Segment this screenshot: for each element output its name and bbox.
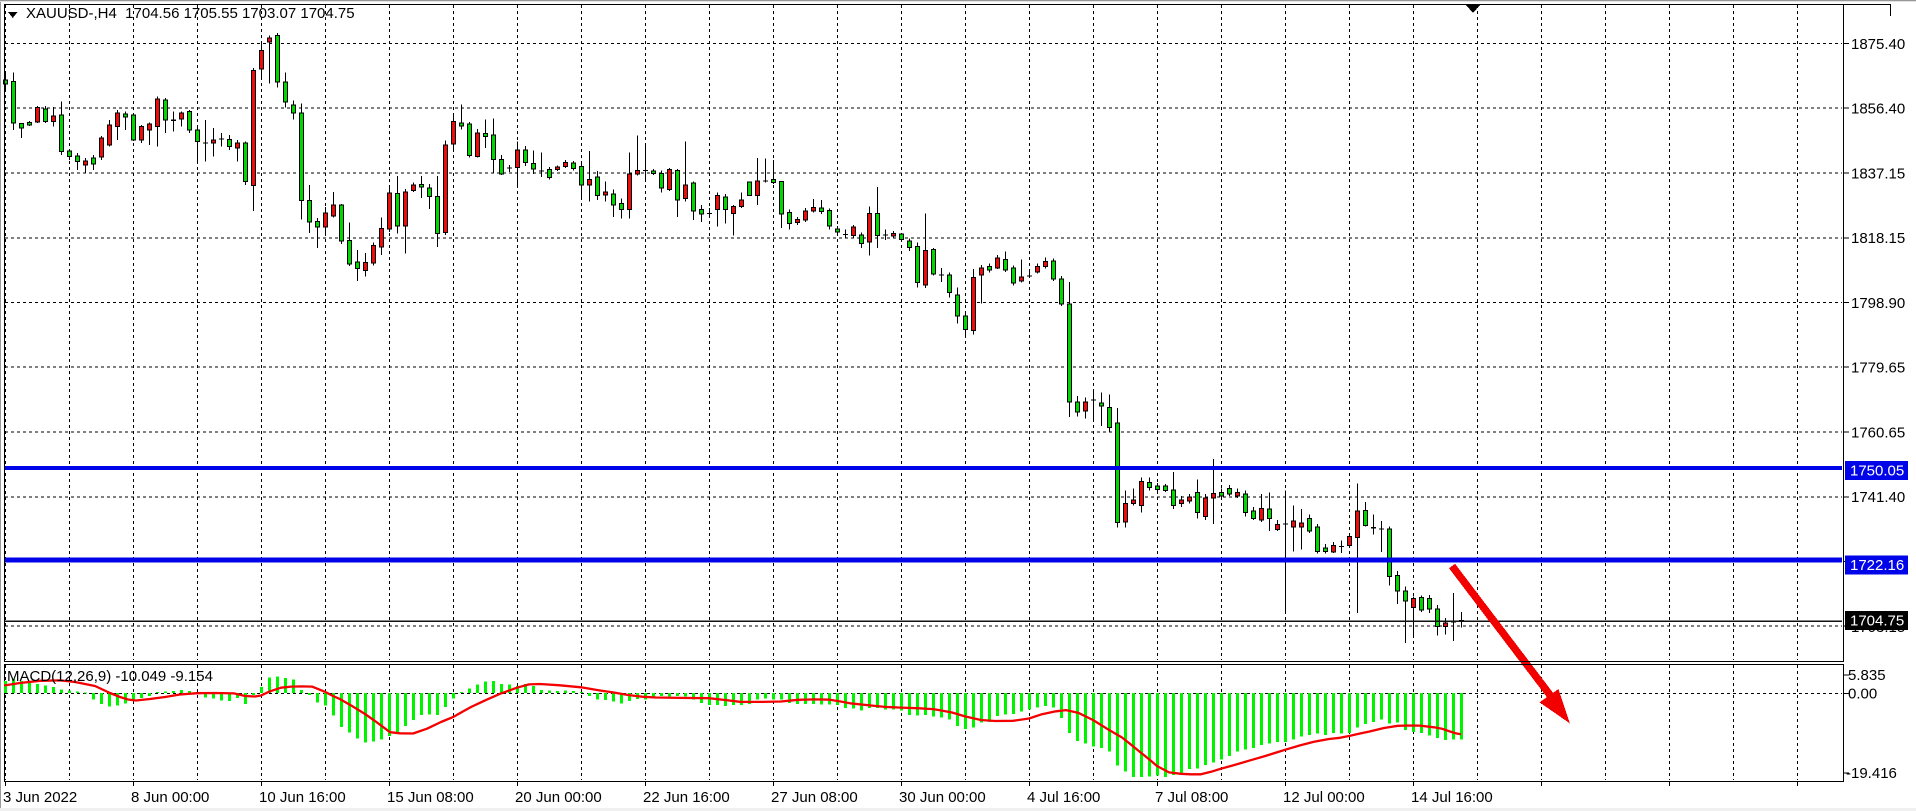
svg-text:-19.416: -19.416	[1846, 765, 1897, 782]
svg-text:1779.65: 1779.65	[1851, 360, 1905, 377]
svg-text:10 Jun 16:00: 10 Jun 16:00	[259, 789, 346, 806]
svg-text:XAUUSD-,H4 1704.56 1705.55 17: XAUUSD-,H4 1704.56 1705.55 1703.07 1704.…	[26, 5, 355, 22]
svg-text:1837.15: 1837.15	[1851, 165, 1905, 182]
svg-text:1875.40: 1875.40	[1851, 36, 1905, 53]
svg-text:7 Jul 08:00: 7 Jul 08:00	[1155, 789, 1228, 806]
svg-text:14 Jul 16:00: 14 Jul 16:00	[1411, 789, 1493, 806]
svg-text:20 Jun 00:00: 20 Jun 00:00	[515, 789, 602, 806]
svg-text:8 Jun 00:00: 8 Jun 00:00	[131, 789, 209, 806]
svg-text:5.835: 5.835	[1848, 667, 1886, 684]
svg-text:1856.40: 1856.40	[1851, 101, 1905, 118]
svg-text:22 Jun 16:00: 22 Jun 16:00	[643, 789, 730, 806]
svg-text:1741.40: 1741.40	[1851, 489, 1905, 506]
svg-text:1760.65: 1760.65	[1851, 424, 1905, 441]
svg-text:1818.15: 1818.15	[1851, 230, 1905, 247]
svg-text:1798.90: 1798.90	[1851, 295, 1905, 312]
svg-text:1704.75: 1704.75	[1850, 612, 1904, 629]
svg-text:12 Jul 00:00: 12 Jul 00:00	[1283, 789, 1365, 806]
svg-text:4 Jul 16:00: 4 Jul 16:00	[1027, 789, 1100, 806]
svg-text:MACD(12,26,9) -10.049 -9.154: MACD(12,26,9) -10.049 -9.154	[7, 668, 213, 685]
svg-text:1750.05: 1750.05	[1850, 462, 1904, 479]
svg-text:0.00: 0.00	[1848, 685, 1877, 702]
svg-text:30 Jun 00:00: 30 Jun 00:00	[899, 789, 986, 806]
svg-text:3 Jun 2022: 3 Jun 2022	[3, 789, 77, 806]
svg-text:1722.16: 1722.16	[1850, 557, 1904, 574]
svg-text:27 Jun 08:00: 27 Jun 08:00	[771, 789, 858, 806]
svg-text:15 Jun 08:00: 15 Jun 08:00	[387, 789, 474, 806]
